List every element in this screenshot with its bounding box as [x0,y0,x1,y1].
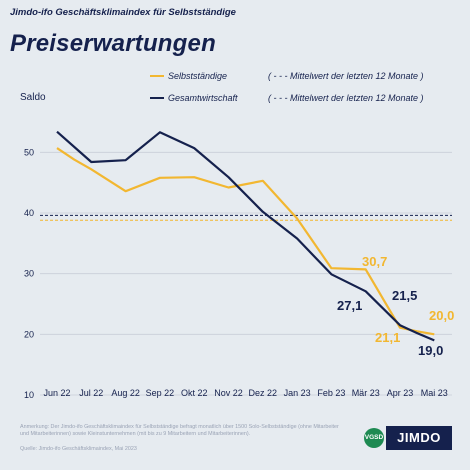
data-label-gesamtwirtschaft-mai23: 19,0 [418,343,443,358]
x-tick-label-6: Dez 22 [249,388,278,398]
footnote: Anmerkung: Der Jimdo-ifo Geschäftsklimai… [20,424,339,437]
legend: Selbstständige ( - - - Mittelwert der le… [150,71,424,103]
y-tick-label-20: 20 [24,329,34,339]
x-tick-labels: Jun 22 Jul 22 Aug 22 Sep 22 Okt 22 Nov 22 Dez … [43,388,447,398]
mean-lines [40,214,452,221]
y-tick-label-30: 30 [24,269,34,279]
x-tick-label-5: Nov 22 [214,388,243,398]
x-tick-label-9: Mär 23 [352,388,380,398]
data-label-selbststaendige-mar23: 30,7 [362,254,387,269]
x-tick-label-8: Feb 23 [317,388,345,398]
x-tick-label-0: Jun 22 [43,388,70,398]
data-label-gesamtwirtschaft-apr23: 21,5 [392,288,417,303]
vgsd-logo: VGSD [364,428,384,448]
x-tick-label-3: Sep 22 [146,388,175,398]
chart-supertitle: Jimdo-ifo Geschäftsklimaindex für Selbst… [10,7,236,18]
legend-label-gesamtwirtschaft: Gesamtwirtschaft [168,93,238,103]
y-tick-label-10: 10 [24,390,34,400]
x-tick-label-4: Okt 22 [181,388,208,398]
data-label-selbststaendige-apr23: 21,1 [375,330,400,345]
data-labels: 30,7 27,1 21,5 21,1 20,0 19,0 [337,254,454,358]
series-lines [56,130,435,342]
y-tick-label-40: 40 [24,208,34,218]
legend-label-selbststaendige: Selbstständige [168,71,227,81]
data-label-gesamtwirtschaft-mar23: 27,1 [337,298,362,313]
x-tick-label-1: Jul 22 [79,388,103,398]
data-label-selbststaendige-mai23: 20,0 [429,308,454,323]
chart-title: Preiserwartungen [10,30,216,57]
x-tick-label-2: Aug 22 [111,388,140,398]
x-tick-label-11: Mai 23 [421,388,448,398]
y-tick-labels: 10 20 30 40 50 [24,147,34,400]
series-line-0 [56,147,435,336]
y-axis-label: Saldo [20,92,46,103]
series-line-1 [56,130,435,342]
legend-mean-label-selbststaendige: ( - - - Mittelwert der letzten 12 Monate… [268,71,424,81]
legend-mean-label-gesamtwirtschaft: ( - - - Mittelwert der letzten 12 Monate… [268,93,424,103]
x-tick-label-10: Apr 23 [387,388,414,398]
x-tick-label-7: Jan 23 [284,388,311,398]
y-tick-label-50: 50 [24,147,34,157]
grid [40,151,452,396]
jimdo-logo: JIMDO [386,426,452,450]
source-note: Quelle: Jimdo-ifo Geschäftsklimaindex, M… [20,446,137,452]
